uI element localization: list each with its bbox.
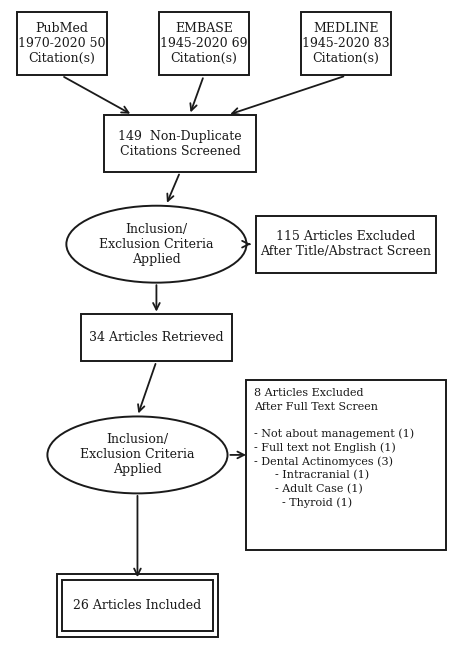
Ellipse shape <box>47 416 228 494</box>
FancyBboxPatch shape <box>17 11 107 75</box>
Text: Inclusion/
Exclusion Criteria
Applied: Inclusion/ Exclusion Criteria Applied <box>80 434 195 476</box>
Text: 34 Articles Retrieved: 34 Articles Retrieved <box>89 331 224 345</box>
Text: Inclusion/
Exclusion Criteria
Applied: Inclusion/ Exclusion Criteria Applied <box>99 223 214 266</box>
Text: 115 Articles Excluded
After Title/Abstract Screen: 115 Articles Excluded After Title/Abstra… <box>261 230 431 258</box>
FancyBboxPatch shape <box>301 11 391 75</box>
FancyBboxPatch shape <box>57 573 218 637</box>
Ellipse shape <box>66 205 246 282</box>
FancyBboxPatch shape <box>104 115 256 172</box>
Text: MEDLINE
1945-2020 83
Citation(s): MEDLINE 1945-2020 83 Citation(s) <box>302 22 390 65</box>
FancyBboxPatch shape <box>256 215 436 273</box>
FancyBboxPatch shape <box>246 380 446 550</box>
FancyBboxPatch shape <box>159 11 249 75</box>
Text: PubMed
1970-2020 50
Citation(s): PubMed 1970-2020 50 Citation(s) <box>18 22 105 65</box>
Text: 149  Non-Duplicate
Citations Screened: 149 Non-Duplicate Citations Screened <box>118 130 242 158</box>
Text: EMBASE
1945-2020 69
Citation(s): EMBASE 1945-2020 69 Citation(s) <box>160 22 247 65</box>
Text: 8 Articles Excluded
After Full Text Screen

- Not about management (1)
- Full te: 8 Articles Excluded After Full Text Scre… <box>254 389 414 508</box>
FancyBboxPatch shape <box>62 580 213 630</box>
Text: 26 Articles Included: 26 Articles Included <box>73 599 201 612</box>
FancyBboxPatch shape <box>81 314 232 361</box>
